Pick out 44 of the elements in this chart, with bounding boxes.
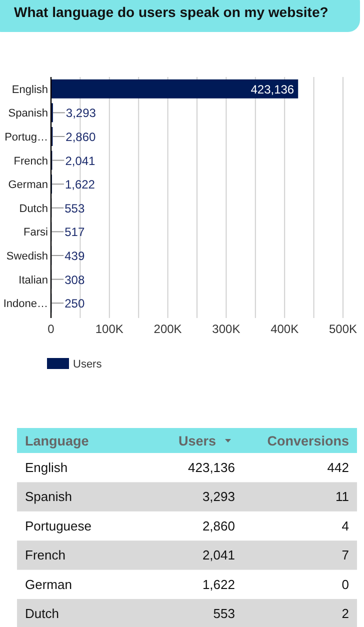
y-tick-label: Italian [18, 274, 48, 286]
legend-label: Users [73, 358, 102, 370]
x-tick-label: 500K [328, 322, 358, 336]
y-tick-label: French [14, 155, 48, 168]
data-label: 2,860 [202, 518, 235, 534]
data-label: 1,622 [64, 178, 96, 192]
x-tick-label: 400K [270, 322, 299, 336]
x-tick-label: 100K [95, 322, 124, 336]
data-label: 439 [64, 249, 85, 263]
data-label: 1,622 [202, 576, 235, 592]
data-label: 553 [213, 606, 235, 621]
x-tick-label: 300K [212, 322, 240, 336]
y-tick-label: English [12, 84, 48, 96]
chart-title: What language do users speak on my website? [14, 4, 328, 20]
data-label: 2 [342, 606, 349, 621]
data-label: 4 [342, 518, 349, 534]
data-label: 7 [342, 548, 349, 563]
data-label: 553 [64, 201, 85, 216]
data-label: 442 [327, 460, 349, 475]
y-tick-label: Indone… [3, 298, 48, 310]
data-label: 250 [64, 296, 85, 311]
data-label: 517 [64, 225, 85, 240]
text: Users [178, 434, 216, 448]
data-label: 2,041 [65, 154, 96, 168]
x-tick-label: 200K [154, 322, 182, 336]
data-label: 3,293 [66, 106, 96, 120]
text: Language [25, 434, 90, 448]
data-label: 423,136 [188, 460, 235, 475]
y-tick-label: Spanish [8, 108, 48, 120]
data-label: 2,860 [66, 130, 96, 144]
category-label: Portuguese [25, 518, 92, 534]
data-label: 3,293 [202, 489, 235, 504]
data-label: 11 [336, 489, 349, 504]
y-tick-label: Portug… [4, 132, 48, 144]
y-tick-label: Dutch [19, 202, 48, 215]
y-tick-label: Farsi [24, 226, 48, 239]
data-label: 0 [342, 576, 349, 592]
y-tick-label: German [8, 179, 48, 192]
data-label: 423,136 [250, 82, 294, 96]
data-label: 308 [64, 272, 85, 287]
text: Conversions [267, 434, 349, 448]
x-tick-label: 0 [48, 322, 55, 336]
y-tick-label: Swedish [6, 250, 48, 262]
data-label: 2,041 [202, 548, 235, 563]
